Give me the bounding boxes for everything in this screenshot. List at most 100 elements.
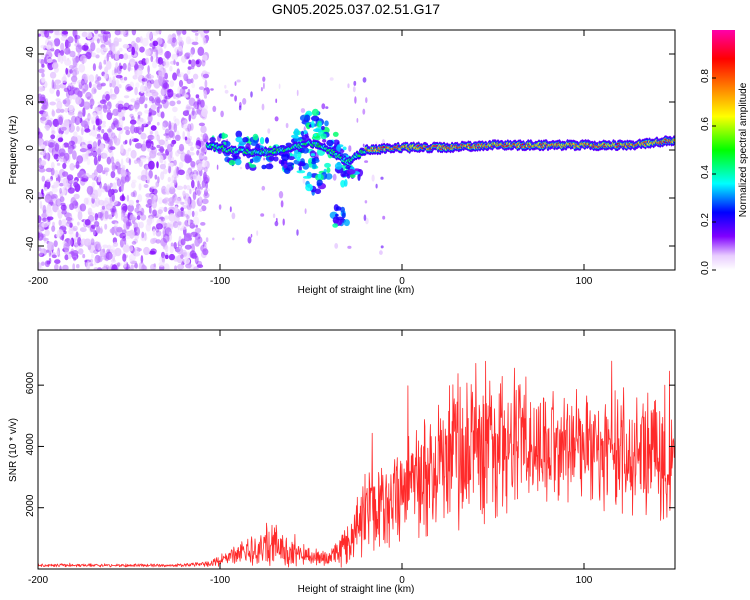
- heatmap-cell: [127, 62, 131, 72]
- heatmap-cell: [200, 99, 205, 108]
- heatmap-cell: [296, 156, 301, 162]
- heatmap-cell: [123, 260, 128, 268]
- chart-title: GN05.2025.037.02.51.G17: [272, 1, 440, 17]
- heatmap-cell: [167, 162, 175, 167]
- heatmap-cell: [186, 109, 189, 114]
- heatmap-cell: [158, 139, 166, 146]
- heatmap-cell: [209, 137, 216, 143]
- heatmap-cell: [64, 47, 71, 55]
- heatmap-cell: [66, 174, 74, 181]
- heatmap-cell: [200, 222, 206, 226]
- heatmap-cell: [87, 143, 93, 150]
- heatmap-cell: [103, 264, 107, 268]
- heatmap-cell: [133, 126, 139, 134]
- heatmap-cell: [168, 153, 172, 163]
- heatmap-cell: [152, 228, 156, 236]
- heatmap-cell: [150, 104, 157, 111]
- heatmap-cell: [38, 86, 45, 92]
- heatmap-cell: [121, 116, 126, 121]
- heatmap-cell: [341, 212, 346, 219]
- heatmap-cell: [346, 169, 356, 175]
- heatmap-cell: [69, 163, 75, 171]
- heatmap-cell: [126, 194, 130, 202]
- heatmap-cell: [185, 104, 191, 114]
- heatmap-cell: [150, 185, 158, 189]
- heatmap-cell: [185, 36, 191, 45]
- heatmap-cell: [69, 69, 73, 74]
- heatmap-cell: [184, 196, 191, 206]
- heatmap-cell: [150, 131, 154, 135]
- heatmap-cell: [101, 205, 105, 210]
- heatmap-cell: [38, 158, 42, 168]
- heatmap-cell: [112, 41, 120, 47]
- heatmap-cell: [77, 210, 83, 221]
- heatmap-cell: [130, 217, 137, 221]
- heatmap-cell: [93, 241, 101, 250]
- heatmap-cell: [112, 47, 116, 56]
- heatmap-cell: [195, 110, 199, 115]
- snr-panel: -200 -100 0 100 2000 4000 6000 Height of strai…: [8, 329, 676, 595]
- heatmap-cell: [72, 263, 76, 270]
- heatmap-cell: [183, 257, 191, 264]
- heatmap-cell: [82, 107, 86, 117]
- heatmap-cell: [40, 233, 46, 238]
- heatmap-cell: [166, 191, 170, 195]
- heatmap-cell: [91, 194, 97, 199]
- heatmap-cell: [162, 122, 166, 131]
- heatmap-cell: [187, 123, 192, 132]
- heatmap-cell: [93, 249, 99, 254]
- heatmap-cell: [100, 208, 106, 213]
- heatmap-cell: [48, 146, 54, 153]
- heatmap-cell: [191, 41, 199, 46]
- heatmap-cell: [102, 32, 109, 42]
- heatmap-cell: [158, 197, 163, 205]
- heatmap-cell: [140, 132, 147, 140]
- heatmap-cell: [203, 30, 210, 34]
- heatmap-cell: [46, 58, 53, 64]
- heatmap-cell: [194, 100, 198, 108]
- heatmap-cell: [186, 185, 191, 191]
- heatmap-cell: [100, 82, 106, 87]
- heatmap-cell: [106, 266, 112, 270]
- heatmap-cell: [160, 171, 165, 181]
- heatmap-cell: [89, 98, 95, 107]
- heatmap-cell: [189, 188, 192, 195]
- heatmap-cell: [71, 200, 79, 209]
- heatmap-cell: [51, 187, 58, 193]
- heatmap-cell: [86, 31, 93, 40]
- heatmap-cell: [183, 233, 191, 242]
- heatmap-cell: [97, 147, 102, 156]
- heatmap-cell: [332, 173, 337, 181]
- heatmap-cell: [90, 238, 95, 246]
- heatmap-cell: [87, 207, 93, 216]
- heatmap-cell: [181, 122, 184, 129]
- bottom-x-tick-label: -100: [210, 575, 230, 586]
- heatmap-cell: [118, 62, 122, 72]
- heatmap-cell: [85, 261, 91, 270]
- heatmap-cell: [122, 253, 127, 262]
- heatmap-cell: [112, 241, 119, 247]
- heatmap-cell: [103, 167, 110, 173]
- heatmap-cell: [260, 87, 263, 92]
- heatmap-cell: [91, 52, 97, 58]
- heatmap-cell: [238, 105, 242, 111]
- heatmap-cell: [301, 134, 310, 141]
- heatmap-cell: [38, 68, 45, 74]
- heatmap-cell: [190, 161, 196, 168]
- heatmap-cell: [164, 199, 169, 205]
- bottom-y-tick-label: 4000: [25, 433, 36, 456]
- heatmap-cell: [96, 83, 103, 90]
- heatmap-cell: [302, 177, 306, 184]
- heatmap-cell: [194, 238, 201, 247]
- heatmap-cell: [194, 32, 199, 36]
- heatmap-cell: [56, 229, 64, 237]
- heatmap-cell: [108, 50, 113, 55]
- heatmap-cell: [53, 181, 59, 189]
- heatmap-cell: [190, 65, 195, 70]
- heatmap-cell: [111, 162, 116, 172]
- heatmap-cell: [103, 31, 111, 35]
- heatmap-cell: [157, 176, 160, 184]
- heatmap-cell: [50, 193, 58, 200]
- heatmap-cell: [304, 208, 307, 215]
- heatmap-cell: [104, 210, 109, 220]
